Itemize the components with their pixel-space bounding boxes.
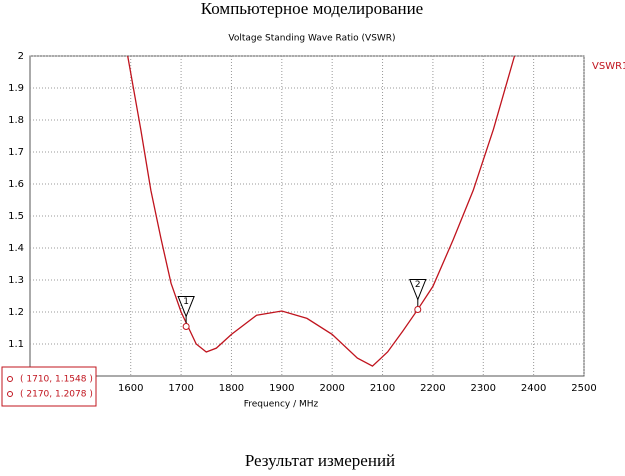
y-tick-label: 1.1	[8, 339, 24, 350]
marker-flag	[409, 279, 427, 301]
marker-point	[182, 322, 190, 330]
y-tick-label: 1.8	[8, 115, 24, 126]
marker-table-icon	[7, 391, 13, 397]
y-tick-label: 2	[18, 51, 24, 62]
x-tick-label: 1600	[118, 383, 143, 394]
marker-table-icon	[7, 376, 13, 382]
marker-table-text: ( 2170, 1.2078 )	[20, 390, 93, 400]
chart-title: Voltage Standing Wave Ratio (VSWR)	[228, 34, 395, 44]
marker-flag	[177, 295, 195, 318]
y-tick-label: 1.5	[8, 211, 24, 222]
heading: Компьютерное моделирование	[201, 0, 423, 18]
x-axis-label: Frequency / MHz	[244, 400, 319, 410]
x-tick-label: 2200	[420, 383, 445, 394]
x-tick-label: 1800	[219, 383, 244, 394]
line	[127, 55, 516, 367]
x-tick-label: 2100	[370, 383, 395, 394]
x-tick-label: 2400	[521, 383, 546, 394]
x-tick-label: 2500	[571, 383, 596, 394]
marker-table-text: ( 1710, 1.1548 )	[20, 375, 93, 385]
y-tick-label: 1.3	[8, 275, 24, 286]
x-tick-label: 2000	[319, 383, 344, 394]
marker-label: 1	[183, 297, 189, 307]
y-tick-label: 1.6	[8, 179, 24, 190]
legend-label: VSWR1	[592, 61, 625, 72]
x-tick-label: 1900	[269, 383, 294, 394]
marker-label: 2	[415, 280, 421, 290]
y-tick-label: 1.9	[8, 83, 24, 94]
y-tick-label: 1.2	[8, 307, 24, 318]
x-tick-label: 2300	[471, 383, 496, 394]
x-tick-label: 1700	[168, 383, 193, 394]
y-tick-label: 1.7	[8, 147, 24, 158]
marker-point	[414, 306, 422, 314]
caption: Результат измерений	[245, 451, 395, 470]
y-tick-label: 1.4	[8, 243, 24, 254]
marker-table	[1, 366, 97, 407]
